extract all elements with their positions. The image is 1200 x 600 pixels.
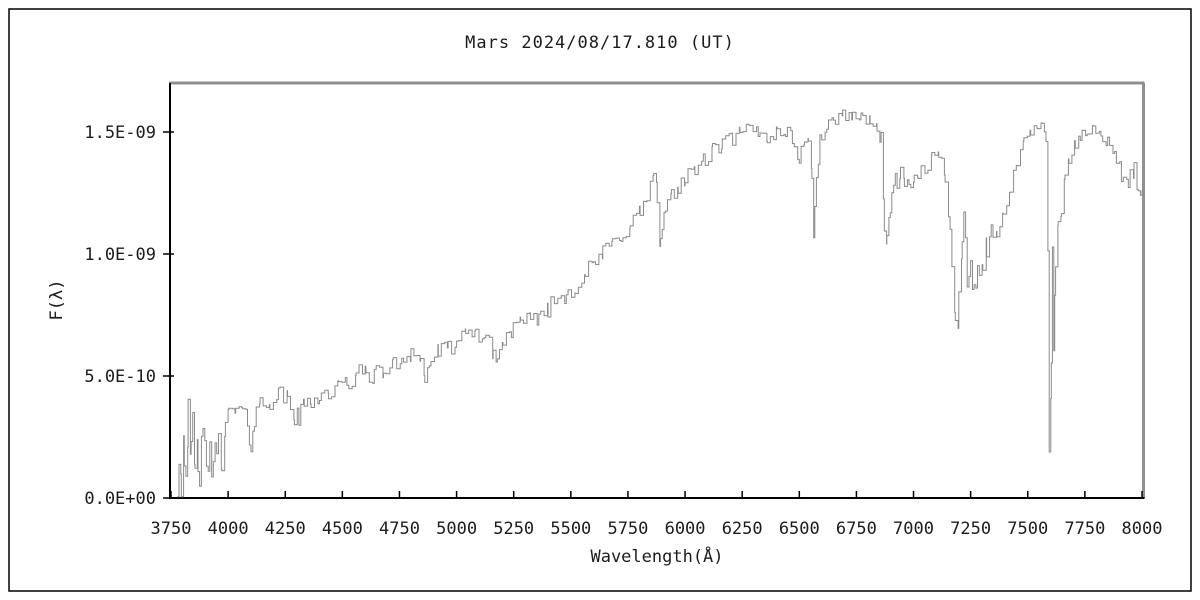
x-tick-label: 8000	[1122, 519, 1163, 539]
x-tick-label: 5000	[436, 519, 477, 539]
y-tick-label: 5.0E-10	[84, 367, 156, 387]
x-tick-label: 4250	[265, 519, 306, 539]
x-tick-label: 7250	[950, 519, 991, 539]
plot-area: 3750 4000 4250 4500 4750 5000 5250 5500 5750 6000…	[84, 81, 1163, 539]
x-tick-label: 6500	[779, 519, 820, 539]
y-tick-label: 1.0E-09	[84, 245, 156, 265]
x-axis-label: Wavelength(Å)	[590, 545, 723, 567]
x-tick-label: 5250	[493, 519, 534, 539]
x-tick-label: 7750	[1064, 519, 1105, 539]
figure-border	[8, 8, 1192, 592]
x-tick-label: 4750	[379, 519, 420, 539]
y-tick-label: 1.5E-09	[84, 123, 156, 143]
x-tick-label: 5500	[550, 519, 591, 539]
x-tick-label: 7000	[893, 519, 934, 539]
x-tick-label: 3750	[151, 519, 192, 539]
x-tick-label: 4000	[208, 519, 249, 539]
x-tick-label: 6000	[665, 519, 706, 539]
y-axis-label: F(λ)	[47, 280, 67, 321]
x-tick-label: 5750	[607, 519, 648, 539]
x-tick-label: 7500	[1007, 519, 1048, 539]
x-tick-label: 6250	[722, 519, 763, 539]
x-tick-label: 6750	[836, 519, 877, 539]
chart-title: Mars 2024/08/17.810 (UT)	[465, 33, 735, 53]
y-tick-label: 0.0E+00	[84, 489, 156, 509]
x-tick-label: 4500	[322, 519, 363, 539]
spectrum-line	[177, 109, 1143, 498]
